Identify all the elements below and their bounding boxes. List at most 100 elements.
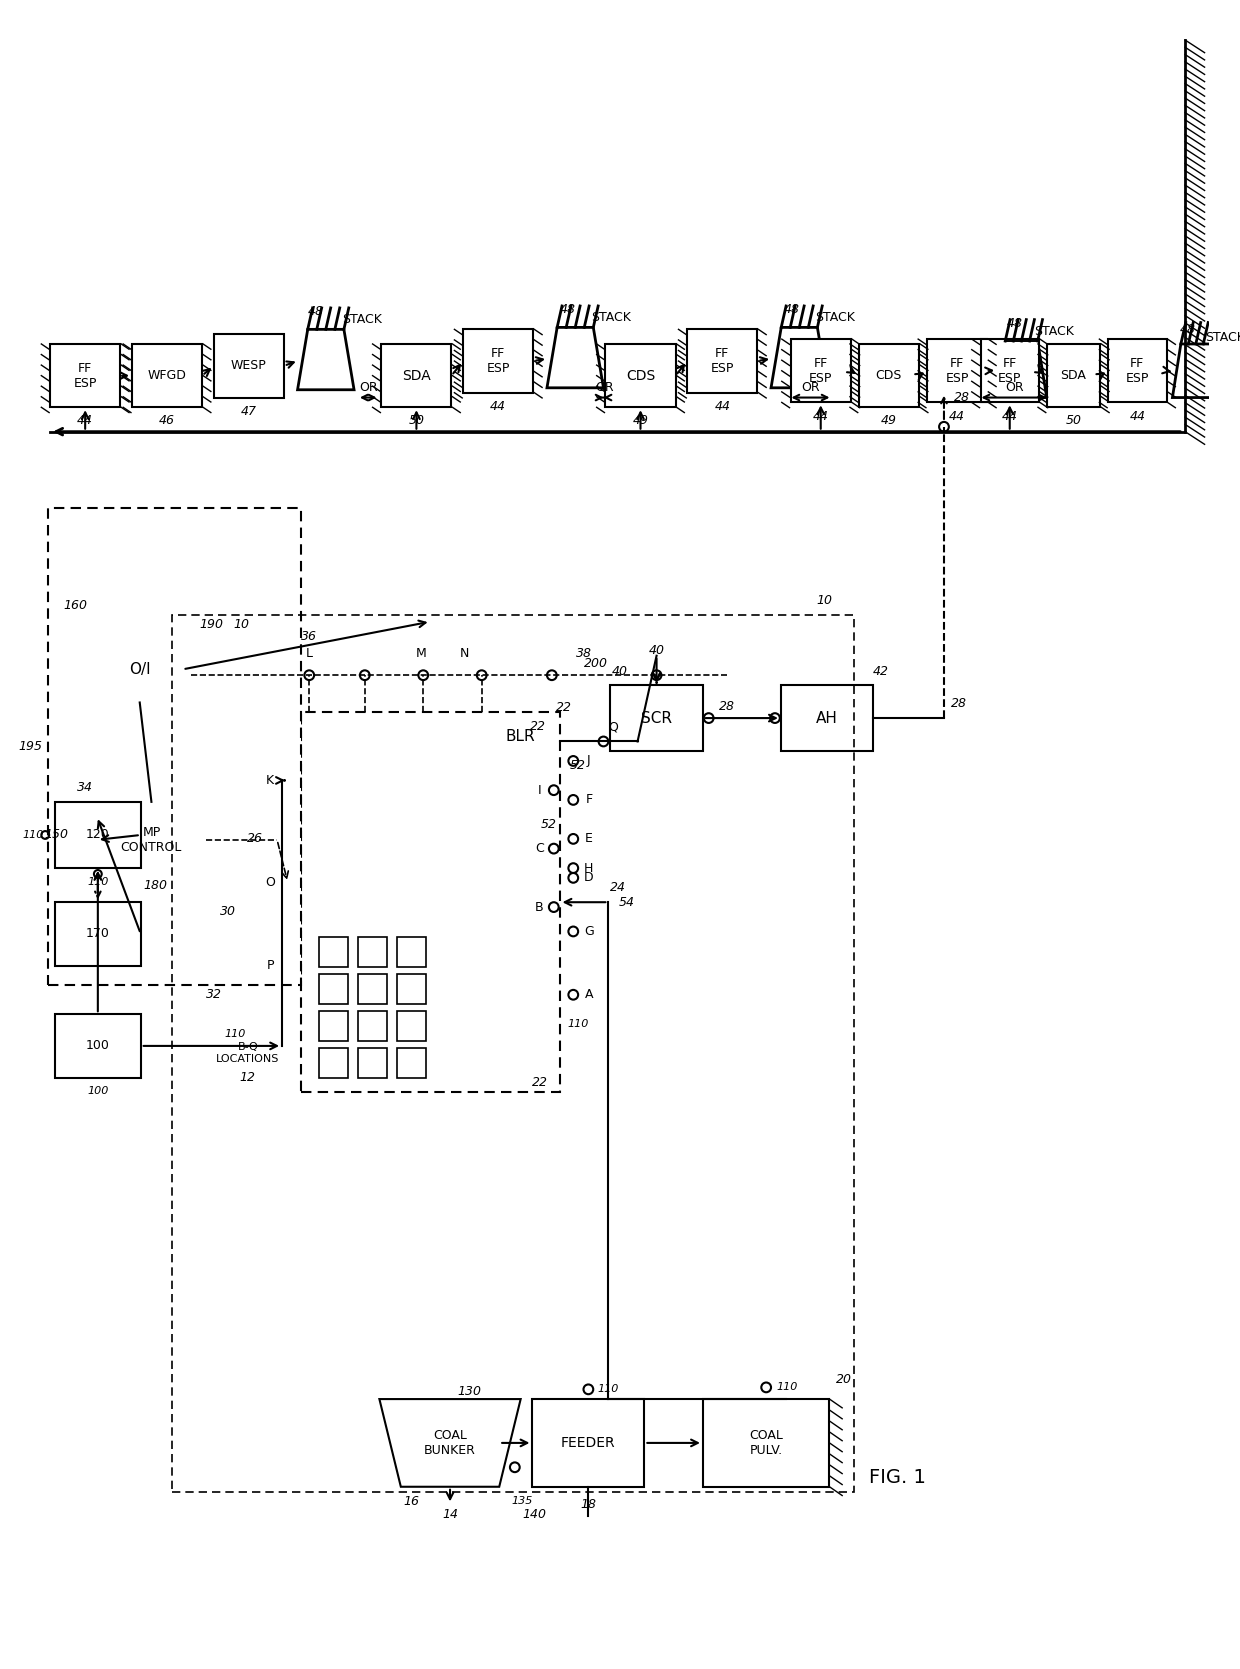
Text: 50: 50	[408, 414, 424, 427]
Text: 48: 48	[308, 305, 324, 319]
Text: 190: 190	[200, 618, 224, 631]
Text: 52: 52	[570, 759, 587, 773]
Text: 44: 44	[714, 401, 730, 412]
Bar	[687, 329, 758, 392]
Bar	[464, 329, 533, 392]
Text: 20: 20	[836, 1374, 852, 1385]
Bar	[382, 344, 451, 407]
Text: N: N	[460, 648, 469, 661]
Text: COAL
BUNKER: COAL BUNKER	[424, 1429, 476, 1457]
Bar	[397, 975, 427, 1003]
Text: CDS: CDS	[626, 369, 655, 382]
Text: 10: 10	[817, 594, 832, 608]
Bar	[213, 334, 284, 397]
Text: 120: 120	[86, 828, 109, 841]
Text: C: C	[534, 843, 543, 855]
Text: FF
ESP: FF ESP	[998, 357, 1022, 386]
Text: FEEDER: FEEDER	[560, 1435, 616, 1450]
Bar	[55, 801, 140, 868]
Text: FF
ESP: FF ESP	[945, 357, 968, 386]
Text: B: B	[534, 901, 543, 913]
Bar	[397, 1011, 427, 1040]
Bar	[1047, 344, 1100, 407]
Text: 48: 48	[559, 304, 575, 317]
Bar	[397, 1048, 427, 1078]
Text: O: O	[265, 876, 275, 890]
Text: 34: 34	[77, 781, 93, 794]
Bar	[928, 339, 987, 402]
Text: 14: 14	[441, 1507, 458, 1520]
Text: 110: 110	[22, 829, 45, 840]
Bar	[319, 1048, 348, 1078]
Text: 44: 44	[490, 401, 506, 412]
Text: 42: 42	[873, 664, 889, 678]
Text: 44: 44	[1002, 409, 1018, 422]
Text: 135: 135	[512, 1497, 533, 1507]
Text: 49: 49	[632, 414, 649, 427]
Text: OR: OR	[1004, 381, 1023, 394]
Text: J: J	[587, 754, 590, 768]
Bar	[131, 344, 202, 407]
Text: FF
ESP: FF ESP	[808, 357, 832, 386]
Bar	[48, 507, 301, 985]
Text: 140: 140	[523, 1507, 547, 1520]
Bar	[319, 938, 348, 966]
Bar	[97, 801, 206, 878]
Text: 180: 180	[144, 878, 167, 891]
Text: COAL
PULV.: COAL PULV.	[749, 1429, 784, 1457]
Text: 28: 28	[954, 391, 970, 404]
Text: 38: 38	[577, 648, 591, 661]
Text: STACK: STACK	[816, 310, 856, 324]
Text: BLR: BLR	[506, 729, 536, 744]
Text: 28: 28	[719, 699, 735, 713]
Text: 48: 48	[1007, 317, 1023, 330]
Bar	[358, 938, 387, 966]
Bar	[50, 344, 120, 407]
Text: E: E	[585, 833, 593, 846]
Text: 160: 160	[63, 599, 88, 611]
Text: 12: 12	[239, 1071, 255, 1085]
Bar	[172, 614, 854, 1492]
Bar	[981, 339, 1039, 402]
Bar	[397, 938, 427, 966]
Text: FIG. 1: FIG. 1	[869, 1467, 926, 1487]
Text: 195: 195	[19, 739, 42, 753]
Bar	[1109, 339, 1167, 402]
Bar	[703, 1399, 830, 1487]
Text: D: D	[584, 871, 594, 885]
Text: 16: 16	[403, 1495, 419, 1507]
Text: A: A	[584, 988, 593, 1001]
Text: SDA: SDA	[402, 369, 430, 382]
Text: B-Q
LOCATIONS: B-Q LOCATIONS	[216, 1043, 279, 1065]
Text: 50: 50	[1065, 414, 1081, 427]
Text: 150: 150	[43, 828, 68, 841]
Bar	[301, 713, 559, 1092]
Text: 110: 110	[598, 1384, 619, 1394]
Bar	[319, 1011, 348, 1040]
Text: G: G	[584, 925, 594, 938]
Bar	[358, 1048, 387, 1078]
Bar	[55, 1015, 140, 1078]
Text: 26: 26	[247, 833, 263, 846]
Text: 130: 130	[458, 1385, 481, 1397]
Text: 47: 47	[241, 404, 257, 417]
Text: F: F	[585, 793, 593, 806]
Text: 110: 110	[777, 1382, 799, 1392]
Text: 200: 200	[584, 658, 608, 669]
Bar	[791, 339, 851, 402]
Text: OR: OR	[801, 381, 820, 394]
Text: 22: 22	[531, 721, 546, 733]
Text: 18: 18	[580, 1497, 596, 1510]
Text: 22: 22	[556, 701, 572, 714]
Text: 100: 100	[86, 1040, 110, 1053]
Text: 28: 28	[951, 698, 967, 709]
Text: 10: 10	[233, 618, 249, 631]
Text: Q: Q	[609, 721, 619, 733]
Text: SCR: SCR	[641, 711, 672, 726]
Text: STACK: STACK	[1205, 330, 1240, 344]
Text: SDA: SDA	[1060, 369, 1086, 382]
Text: FF
ESP: FF ESP	[73, 362, 97, 389]
Text: 44: 44	[812, 409, 828, 422]
Text: MP
CONTROL: MP CONTROL	[120, 826, 182, 855]
Text: FF
ESP: FF ESP	[1126, 357, 1149, 386]
